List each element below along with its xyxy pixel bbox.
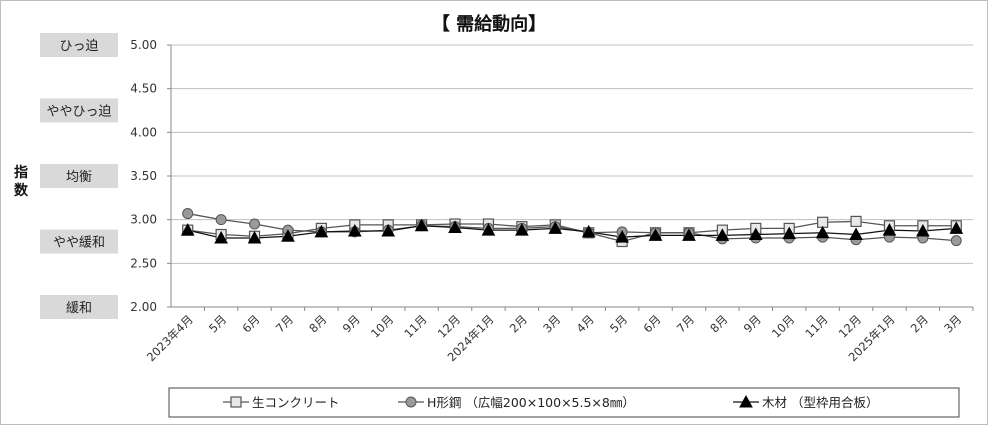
legend-marker-circle <box>405 396 417 408</box>
x-tick-label: 10月 <box>769 312 797 340</box>
x-tick-label: 11月 <box>401 312 429 340</box>
x-tick-label: 12月 <box>435 312 463 340</box>
data-point-triangle <box>581 224 596 238</box>
band-box <box>40 229 118 254</box>
x-tick-label: 8月 <box>306 312 329 335</box>
data-point-circle <box>249 218 261 230</box>
x-tick-label: 9月 <box>340 312 363 335</box>
band-label: 緩和 <box>66 301 92 316</box>
legend-label: H形鋼 （広幅200×100×5.5×8㎜） <box>427 395 635 410</box>
legend-box <box>168 387 960 418</box>
x-tick-label: 8月 <box>707 312 730 335</box>
data-point-triangle <box>548 221 563 234</box>
x-tick-label: 2月 <box>908 312 931 335</box>
data-point-triangle <box>748 227 763 241</box>
data-point-triangle <box>882 223 897 236</box>
data-point-triangle <box>648 228 663 241</box>
y-axis-label: 指数 <box>14 164 29 199</box>
y-axis-label-char: 数 <box>14 182 29 199</box>
x-tick-label: 6月 <box>239 312 262 335</box>
gridlines <box>167 44 974 311</box>
data-point-triangle <box>615 230 629 243</box>
y-tick-label: 2.00 <box>130 300 157 314</box>
band-label: 均衡 <box>66 170 92 185</box>
x-tick-label: 2月 <box>507 312 530 335</box>
data-point-triangle <box>949 221 964 234</box>
legend-marker-square <box>230 396 242 408</box>
data-point-triangle <box>481 223 496 236</box>
y-tick-label: 4.00 <box>130 125 157 139</box>
x-tick-label: 7月 <box>674 312 697 335</box>
x-tick-label: 5月 <box>206 312 229 335</box>
y-axis-label-char: 指 <box>14 164 28 181</box>
x-tick-label: 7月 <box>273 312 296 335</box>
y-tick-label: 4.50 <box>130 82 157 96</box>
x-tick-label: 3月 <box>540 312 563 335</box>
legend-marker-triangle <box>739 394 753 408</box>
x-tick-label: 12月 <box>836 312 864 340</box>
data-point-triangle <box>815 225 830 239</box>
y-tick-label: 3.50 <box>130 169 157 183</box>
band-label: やや緩和 <box>53 236 105 251</box>
x-tick-label: 3月 <box>941 312 964 335</box>
data-point-triangle <box>448 220 462 234</box>
chart-title: 【 需給動向】 <box>432 13 546 35</box>
data-point-triangle <box>849 227 863 241</box>
x-tick-label: 9月 <box>741 312 764 335</box>
legend-label: 木材 （型枠用合板） <box>762 395 878 410</box>
y-tick-label: 5.00 <box>130 38 157 52</box>
data-point-circle <box>950 235 962 247</box>
y-tick-label: 2.50 <box>130 256 157 270</box>
x-tick-label: 2023年4月 <box>144 312 196 364</box>
data-point-triangle <box>515 223 529 236</box>
x-tick-label: 6月 <box>640 312 663 335</box>
x-tick-label: 4月 <box>574 312 597 335</box>
data-point-triangle <box>715 228 730 241</box>
data-point-triangle <box>916 223 930 237</box>
band-label: ややひっ迫 <box>46 105 111 120</box>
data-point-square <box>850 215 862 228</box>
x-tick-label: 5月 <box>607 312 630 335</box>
y-tick-labels: 2.00 2.50 3.00 3.50 4.00 4.50 5.00 <box>130 38 157 314</box>
band-box <box>40 33 118 57</box>
data-point-triangle <box>347 223 362 237</box>
y-tick-label: 3.00 <box>130 213 157 227</box>
series-markers <box>180 208 964 248</box>
series-lines <box>187 212 957 243</box>
x-tick-label: 10月 <box>368 312 396 340</box>
data-point-triangle <box>682 228 696 241</box>
data-point-triangle <box>247 230 262 244</box>
data-point-triangle <box>314 224 329 238</box>
legend-label: 生コンクリート <box>252 395 340 410</box>
band-box <box>40 164 118 188</box>
data-point-triangle <box>381 223 396 237</box>
data-point-triangle <box>782 226 797 240</box>
band-box <box>40 295 118 319</box>
data-point-triangle <box>214 230 228 244</box>
series-line-circle <box>187 212 957 242</box>
data-point-triangle <box>281 229 295 242</box>
data-point-triangle <box>414 218 429 232</box>
data-point-circle <box>215 214 227 226</box>
data-point-circle <box>182 208 194 220</box>
data-point-triangle <box>180 223 195 236</box>
x-tick-label: 11月 <box>802 312 830 340</box>
band-label: ひっ迫 <box>59 39 98 54</box>
legend: 生コンクリート H形鋼 （広幅200×100×5.5×8㎜） 木材 （型枠用合板） <box>168 387 960 418</box>
band-box <box>40 98 118 123</box>
